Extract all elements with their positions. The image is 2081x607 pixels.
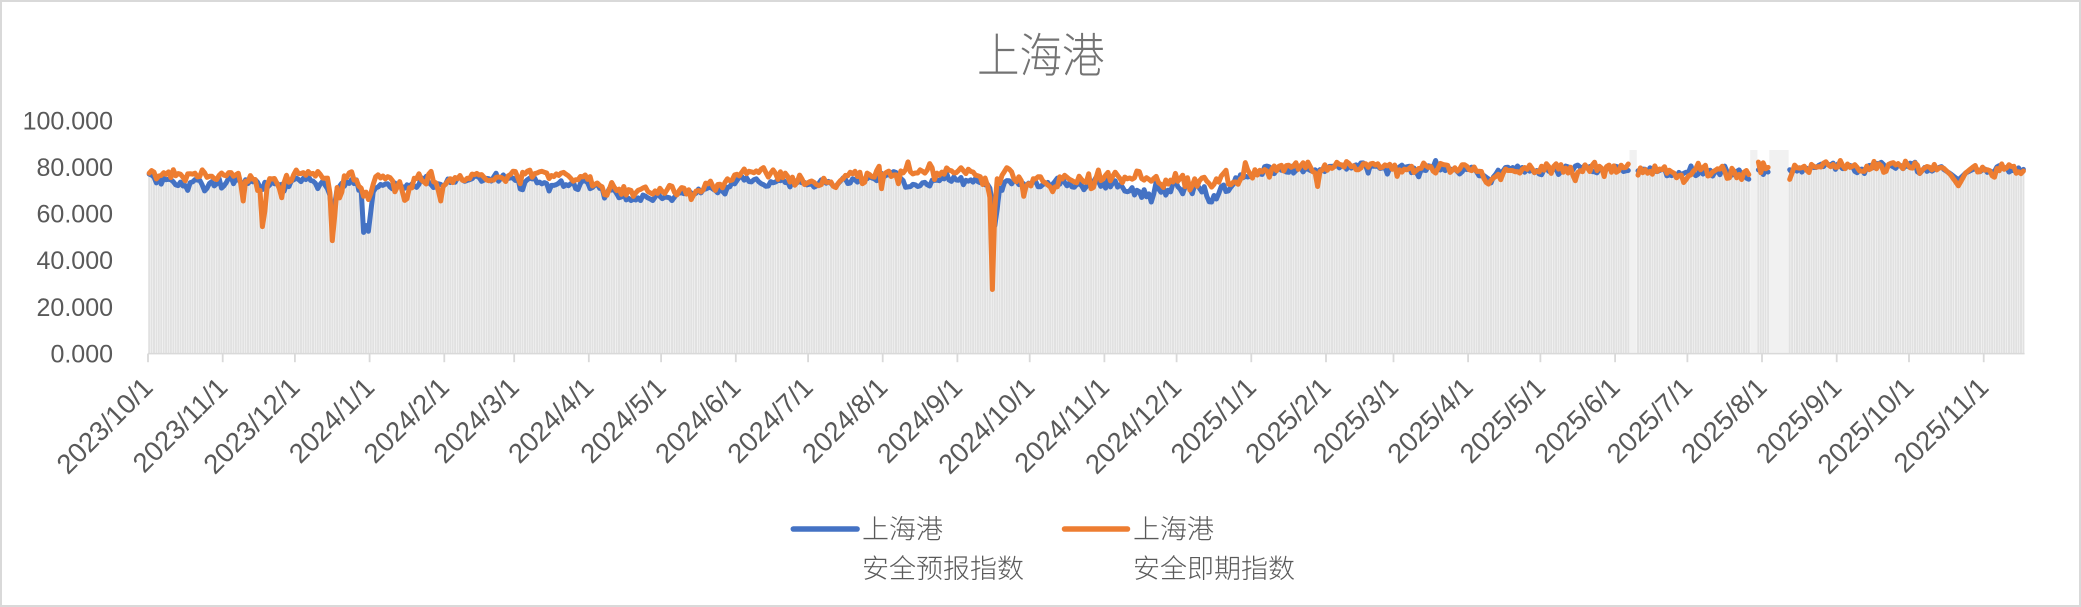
- svg-text:20.000: 20.000: [37, 294, 113, 322]
- svg-text:80.000: 80.000: [37, 154, 113, 182]
- svg-text:60.000: 60.000: [37, 201, 113, 229]
- svg-text:100.000: 100.000: [23, 107, 113, 135]
- svg-text:40.000: 40.000: [37, 247, 113, 275]
- svg-text:0.000: 0.000: [50, 340, 113, 368]
